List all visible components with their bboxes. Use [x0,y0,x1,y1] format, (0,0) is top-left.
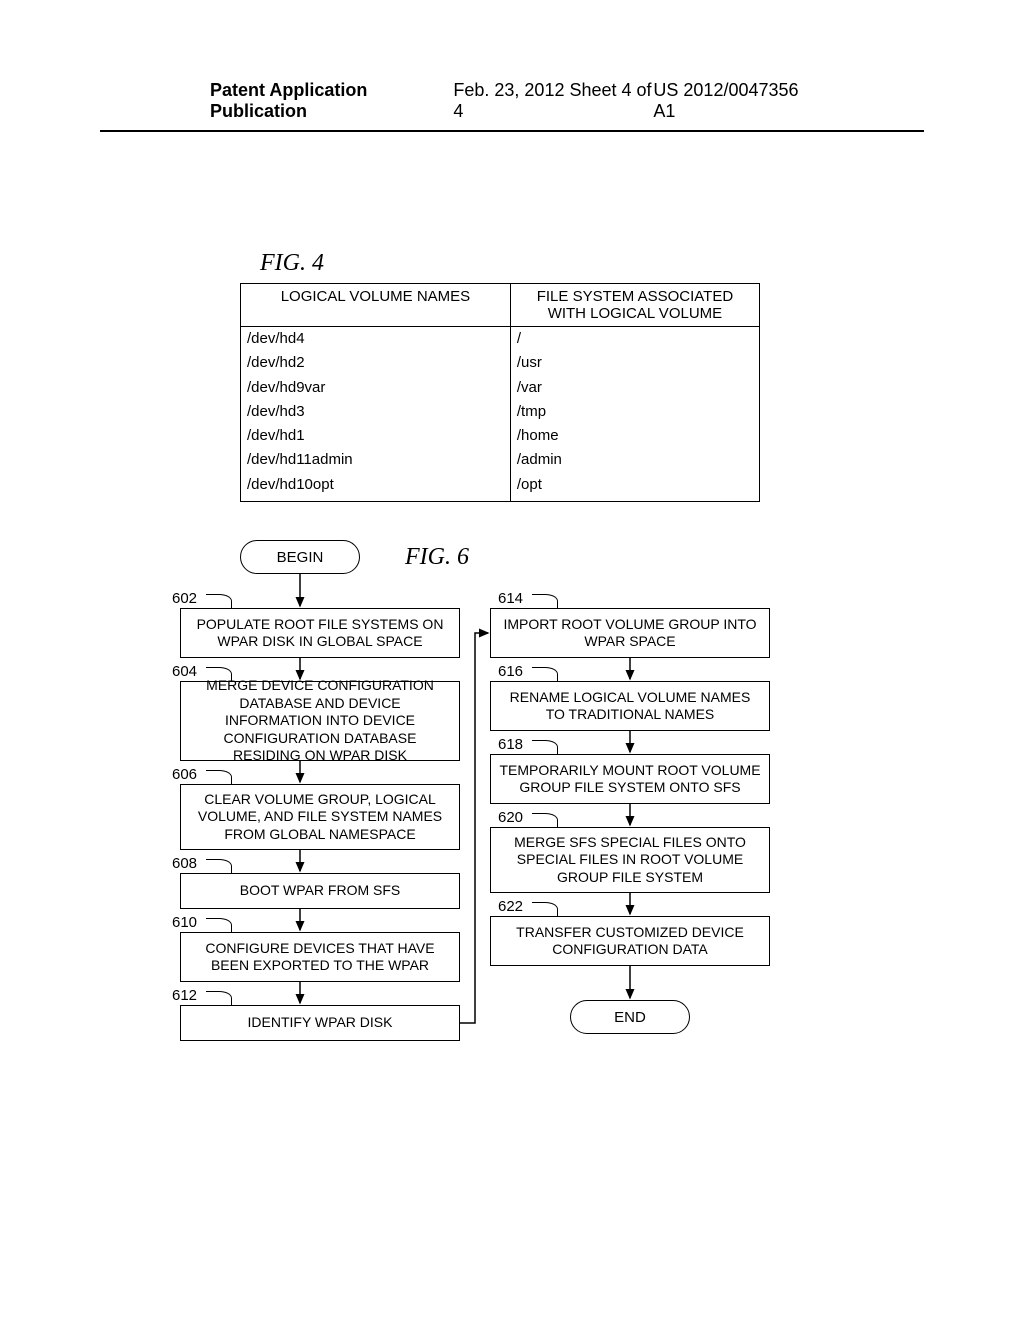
table-cell: /dev/hd9var [241,376,511,400]
ref-614: 614 [498,590,523,607]
ref-608: 608 [172,855,197,872]
step-616-text: RENAME LOGICAL VOLUME NAMES TO TRADITION… [499,689,761,724]
ref-622: 622 [498,898,523,915]
begin-label: BEGIN [277,549,324,566]
ref-610: 610 [172,914,197,931]
table-cell: /home [510,424,759,448]
lead-arc-icon [532,740,558,754]
table-cell: /admin [510,448,759,472]
page-header: Patent Application Publication Feb. 23, … [100,80,924,132]
table-cell: /dev/hd3 [241,400,511,424]
step-604: MERGE DEVICE CONFIGURATION DATABASE AND … [180,681,460,761]
table-cell: / [510,327,759,352]
fig4-col1-header: LOGICAL VOLUME NAMES [241,284,511,327]
step-620-text: MERGE SFS SPECIAL FILES ONTO SPECIAL FIL… [499,834,761,887]
step-614: IMPORT ROOT VOLUME GROUP INTO WPAR SPACE [490,608,770,658]
step-602: POPULATE ROOT FILE SYSTEMS ON WPAR DISK … [180,608,460,658]
fig6-label: FIG. 6 [405,544,469,571]
table-cell: /usr [510,351,759,375]
table-cell: /dev/hd10opt [241,473,511,502]
step-610: CONFIGURE DEVICES THAT HAVE BEEN EXPORTE… [180,932,460,982]
step-614-text: IMPORT ROOT VOLUME GROUP INTO WPAR SPACE [499,616,761,651]
table-cell: /dev/hd11admin [241,448,511,472]
flowchart-begin: BEGIN [240,540,360,574]
table-cell: /dev/hd2 [241,351,511,375]
step-606-text: CLEAR VOLUME GROUP, LOGICAL VOLUME, AND … [189,791,451,844]
flowchart-end: END [570,1000,690,1034]
header-right: US 2012/0047356 A1 [653,80,814,122]
step-608: BOOT WPAR FROM SFS [180,873,460,909]
step-618: TEMPORARILY MOUNT ROOT VOLUME GROUP FILE… [490,754,770,804]
lead-arc-icon [206,918,232,932]
step-610-text: CONFIGURE DEVICES THAT HAVE BEEN EXPORTE… [189,940,451,975]
lead-arc-icon [532,594,558,608]
fig4-col2-header: FILE SYSTEM ASSOCIATED WITH LOGICAL VOLU… [510,284,759,327]
header-center: Feb. 23, 2012 Sheet 4 of 4 [453,80,653,122]
lead-arc-icon [532,902,558,916]
step-618-text: TEMPORARILY MOUNT ROOT VOLUME GROUP FILE… [499,762,761,797]
lead-arc-icon [532,813,558,827]
header-left: Patent Application Publication [210,80,453,122]
step-622-text: TRANSFER CUSTOMIZED DEVICE CONFIGURATION… [499,924,761,959]
table-cell: /opt [510,473,759,502]
fig4-label: FIG. 4 [260,250,324,277]
step-602-text: POPULATE ROOT FILE SYSTEMS ON WPAR DISK … [189,616,451,651]
table-cell: /var [510,376,759,400]
step-612-text: IDENTIFY WPAR DISK [248,1014,393,1032]
ref-620: 620 [498,809,523,826]
fig4-table: LOGICAL VOLUME NAMES FILE SYSTEM ASSOCIA… [240,283,760,502]
step-622: TRANSFER CUSTOMIZED DEVICE CONFIGURATION… [490,916,770,966]
ref-612: 612 [172,987,197,1004]
step-616: RENAME LOGICAL VOLUME NAMES TO TRADITION… [490,681,770,731]
lead-arc-icon [532,667,558,681]
table-cell: /dev/hd1 [241,424,511,448]
table-cell: /tmp [510,400,759,424]
step-606: CLEAR VOLUME GROUP, LOGICAL VOLUME, AND … [180,784,460,850]
ref-602: 602 [172,590,197,607]
lead-arc-icon [206,859,232,873]
step-620: MERGE SFS SPECIAL FILES ONTO SPECIAL FIL… [490,827,770,893]
lead-arc-icon [206,770,232,784]
ref-616: 616 [498,663,523,680]
flowchart-connectors [0,0,1024,1320]
ref-606: 606 [172,766,197,783]
lead-arc-icon [206,991,232,1005]
step-604-text: MERGE DEVICE CONFIGURATION DATABASE AND … [189,677,451,765]
table-cell: /dev/hd4 [241,327,511,352]
step-612: IDENTIFY WPAR DISK [180,1005,460,1041]
ref-618: 618 [498,736,523,753]
lead-arc-icon [206,594,232,608]
step-608-text: BOOT WPAR FROM SFS [240,882,401,900]
end-label: END [614,1009,646,1026]
